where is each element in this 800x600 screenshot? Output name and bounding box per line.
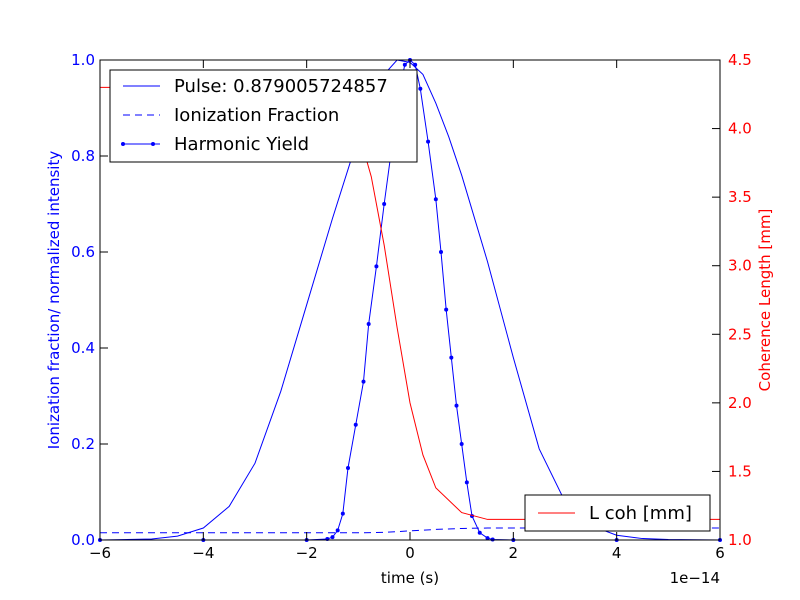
- right-y-tick-label-2: 2.0: [728, 394, 752, 412]
- right-y-tick-label-7: 4.5: [728, 51, 752, 69]
- series-harmonic-yield-point-7: [346, 466, 350, 470]
- legend-lcoh-label: L coh [mm]: [589, 503, 692, 524]
- x-tick-label-6: 6: [715, 544, 725, 562]
- series-harmonic-yield-point-18: [418, 86, 423, 91]
- series-harmonic-yield-point-24: [454, 403, 459, 408]
- x-tick-label-3: 0: [405, 544, 415, 562]
- series-harmonic-yield-point-17: [413, 62, 418, 67]
- right-y-tick-label-6: 4.0: [728, 120, 752, 138]
- right-y-tick-label-0: 1.0: [728, 531, 752, 549]
- legend-ionization-label: Ionization Fraction: [174, 105, 339, 126]
- series-harmonic-yield-point-23: [449, 355, 454, 360]
- y-axis-right: 1.0 1.5 2.0 2.5 3.0 3.5 4.0 4.5: [712, 51, 752, 549]
- series-harmonic-yield-point-19: [426, 139, 431, 144]
- x-tick-label-2: −2: [296, 544, 318, 562]
- series-harmonic-yield-point-6: [340, 511, 345, 516]
- series-harmonic-yield-point-26: [464, 480, 469, 485]
- series-harmonic-yield-point-4: [330, 535, 335, 540]
- legend-upper-box: [109, 69, 418, 163]
- x-tick-label-4: 2: [509, 544, 519, 562]
- series-harmonic-yield-point-28: [477, 530, 482, 535]
- left-y-tick-label-0: 0.0: [71, 531, 95, 549]
- series-harmonic-yield-point-8: [353, 422, 358, 427]
- y-axis-left: 0.0 0.2 0.4 0.6 0.8 1.0: [71, 51, 108, 549]
- series-harmonic-yield-point-20: [433, 197, 438, 202]
- series-harmonic-yield-point-22: [444, 307, 449, 312]
- left-y-tick-label-4: 0.8: [71, 147, 95, 165]
- series-harmonic-yield-point-21: [439, 250, 443, 254]
- series-harmonic-yield-point-9: [361, 379, 366, 384]
- x-axis: −6 −4 −2 0 2 4 6: [89, 60, 725, 562]
- legend-lower: L coh [mm]: [524, 494, 711, 532]
- x-tick-label-5: 4: [612, 544, 622, 562]
- legend-harmonic-marker-right: [151, 142, 155, 146]
- x-tick-label-1: −4: [192, 544, 214, 562]
- series-harmonic-yield-point-25: [459, 442, 464, 446]
- left-y-tick-label-2: 0.4: [71, 339, 95, 357]
- left-y-tick-label-5: 1.0: [71, 51, 95, 69]
- left-y-tick-label-1: 0.2: [71, 435, 95, 453]
- legend-upper: Pulse: 0.879005724857 Ionization Fractio…: [109, 69, 418, 163]
- x-offset-label: 1e−14: [670, 569, 720, 587]
- legend-harmonic-marker-left: [121, 142, 125, 146]
- series-harmonic-yield-point-15: [402, 62, 407, 67]
- series-harmonic-yield-point-10: [366, 322, 371, 326]
- x-axis-label: time (s): [381, 569, 439, 587]
- right-y-tick-label-3: 2.5: [728, 325, 752, 343]
- right-y-axis-label: Coherence Length [mm]: [756, 209, 774, 392]
- legend-harmonic-label: Harmonic Yield: [174, 134, 309, 155]
- right-y-tick-label-4: 3.0: [728, 257, 752, 275]
- series-harmonic-yield-line: [100, 59, 720, 541]
- right-y-tick-label-5: 3.5: [728, 188, 752, 206]
- legend-pulse-label: Pulse: 0.879005724857: [174, 76, 388, 97]
- left-y-tick-label-3: 0.6: [71, 243, 95, 261]
- series-harmonic-yield-point-29: [485, 536, 490, 541]
- right-y-tick-label-1: 1.5: [728, 462, 752, 480]
- series-harmonic-yield-point-11: [374, 264, 379, 269]
- series-harmonic-yield-point-12: [382, 202, 387, 206]
- x-tick-label-0: −6: [89, 544, 111, 562]
- left-y-axis-label: Ionization fraction/ normalized intensit…: [45, 151, 63, 450]
- series-harmonic-yield-point-5: [335, 528, 340, 533]
